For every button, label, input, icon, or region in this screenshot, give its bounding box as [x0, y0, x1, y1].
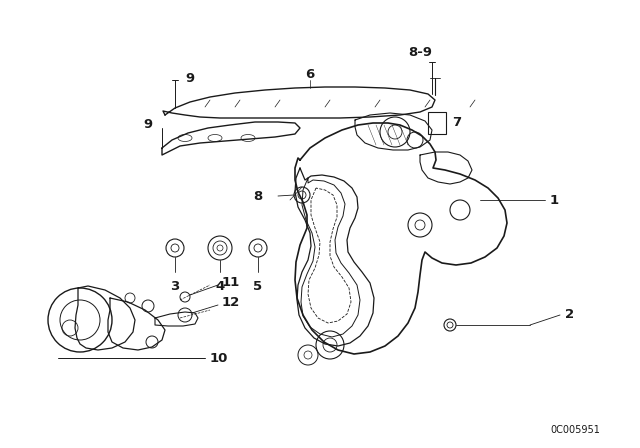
Text: 8: 8 [253, 190, 262, 202]
Text: 7: 7 [452, 116, 461, 129]
Text: 6: 6 [305, 69, 315, 82]
Text: 10: 10 [210, 352, 228, 365]
Text: 0C005951: 0C005951 [550, 425, 600, 435]
Text: 4: 4 [216, 280, 225, 293]
Text: 1: 1 [550, 194, 559, 207]
Text: 2: 2 [565, 309, 574, 322]
Text: 9: 9 [185, 72, 194, 85]
Text: 3: 3 [170, 280, 180, 293]
Text: 5: 5 [253, 280, 262, 293]
Text: 12: 12 [222, 296, 240, 309]
Text: 8-9: 8-9 [408, 46, 432, 59]
Text: 11: 11 [222, 276, 240, 289]
Text: 9: 9 [143, 119, 152, 132]
Bar [428, 112, 446, 134]
